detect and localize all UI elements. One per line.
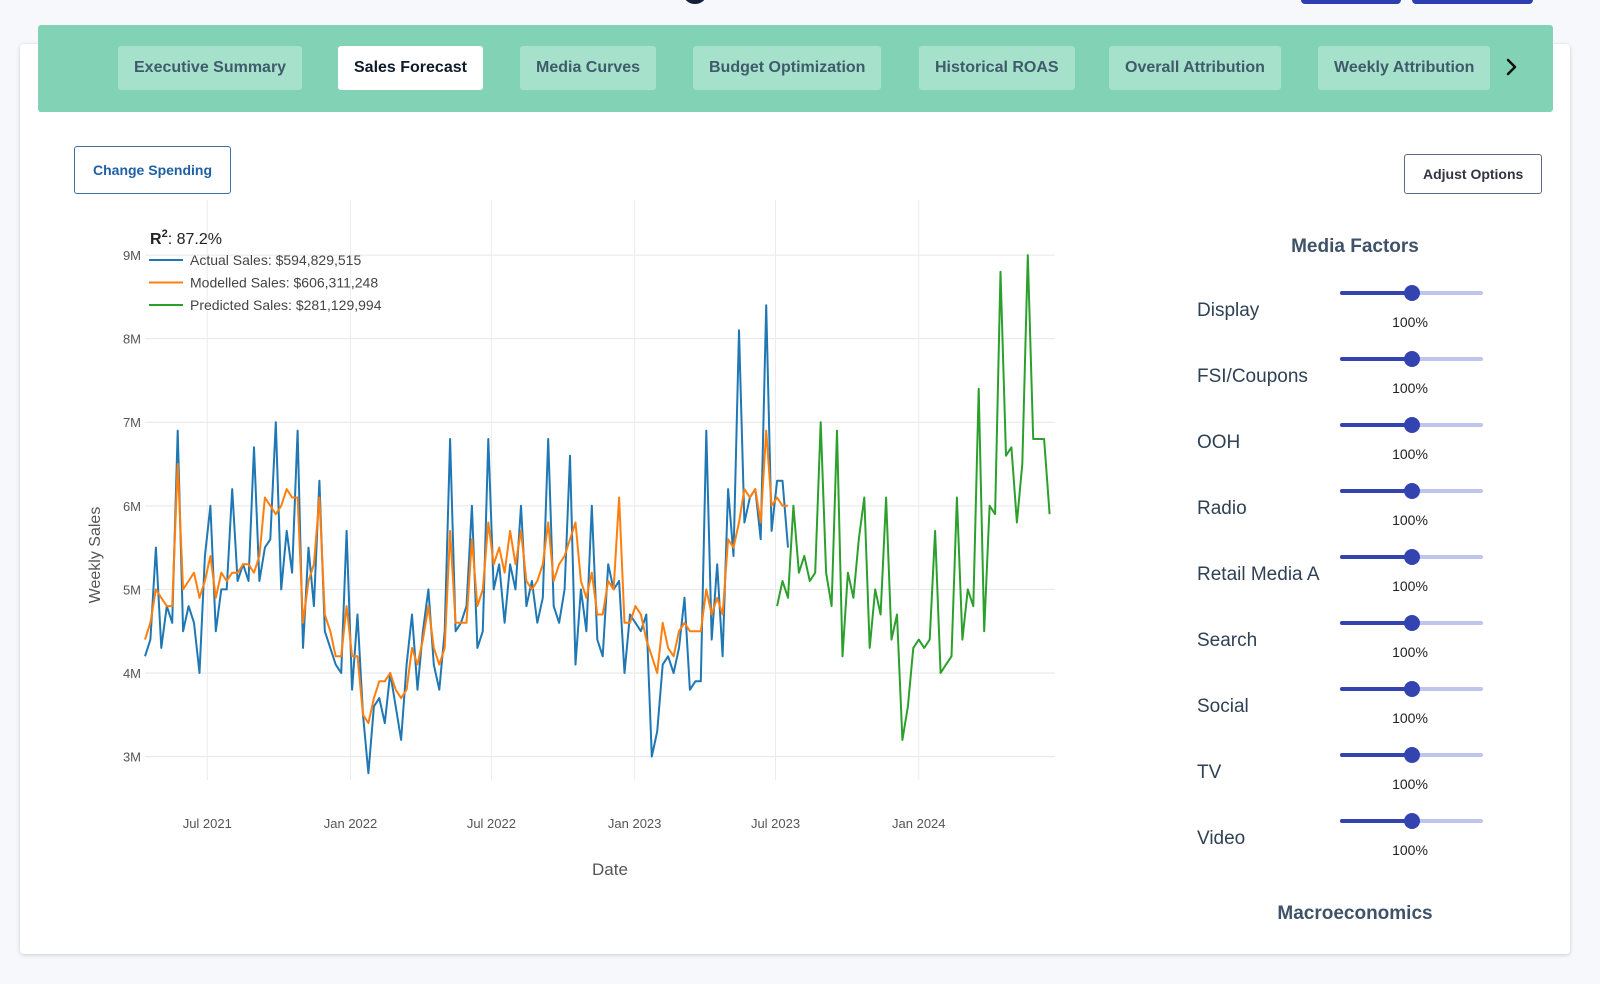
media-factor-slider[interactable] <box>1340 681 1483 697</box>
y-tick-label: 6M <box>123 499 141 514</box>
top-button-2[interactable] <box>1412 0 1533 4</box>
y-axis-ticks: 3M 4M 5M 6M 7M 8M 9M <box>123 248 141 764</box>
change-spending-button[interactable]: Change Spending <box>74 146 231 194</box>
slider-thumb[interactable] <box>1403 417 1420 433</box>
y-axis-title: Weekly Sales <box>87 507 104 604</box>
x-tick-label: Jan 2024 <box>892 816 946 831</box>
media-factor-value: 100% <box>1392 314 1428 330</box>
tab-historical-roas[interactable]: Historical ROAS <box>919 46 1075 90</box>
tab-executive-summary[interactable]: Executive Summary <box>118 46 303 90</box>
page-title-glyph <box>684 0 706 4</box>
media-factor-value: 100% <box>1392 842 1428 858</box>
y-tick-label: 3M <box>123 750 141 765</box>
adjust-options-button[interactable]: Adjust Options <box>1404 154 1543 194</box>
media-factor-label: Social <box>1197 696 1249 717</box>
tab-budget-optimization[interactable]: Budget Optimization <box>693 46 882 90</box>
slider-thumb[interactable] <box>1403 351 1420 367</box>
slider-thumb[interactable] <box>1403 285 1420 301</box>
media-factor-slider[interactable] <box>1340 747 1483 763</box>
media-factor-value: 100% <box>1392 710 1428 726</box>
legend-label[interactable]: Modelled Sales: $606,311,248 <box>190 275 378 291</box>
tab-overall-attribution[interactable]: Overall Attribution <box>1109 46 1281 90</box>
macroeconomics-title: Macroeconomics <box>1277 903 1433 924</box>
series-line-2 <box>776 254 1051 741</box>
y-tick-label: 4M <box>123 666 141 681</box>
x-axis-ticks: Jul 2021 Jan 2022 Jul 2022 Jan 2023 Jul 2023… <box>183 816 946 831</box>
media-factor-slider[interactable] <box>1340 615 1483 631</box>
y-tick-label: 9M <box>123 248 141 263</box>
media-factor-value: 100% <box>1392 776 1428 792</box>
media-factor-value: 100% <box>1392 578 1428 594</box>
slider-fill <box>1340 621 1412 625</box>
slider-thumb[interactable] <box>1403 681 1420 697</box>
media-factor-slider[interactable] <box>1340 813 1483 829</box>
media-factor-label: Search <box>1197 630 1258 651</box>
media-factor-slider[interactable] <box>1340 483 1483 499</box>
slider-fill <box>1340 555 1412 559</box>
media-factor-label: Video <box>1197 828 1246 849</box>
media-factor-value: 100% <box>1392 512 1428 528</box>
legend-entries[interactable]: Actual Sales: $594,829,515 Modelled Sales… <box>149 252 382 313</box>
tab-bar: Executive Summary Sales Forecast Media C… <box>38 25 1553 112</box>
media-factor-slider[interactable] <box>1340 417 1483 433</box>
x-tick-label: Jul 2022 <box>467 816 516 831</box>
chevron-right-icon[interactable] <box>1499 55 1523 79</box>
slider-fill <box>1340 753 1412 757</box>
media-factor-label: OOH <box>1197 432 1241 453</box>
series-line-1 <box>144 429 788 725</box>
slider-thumb[interactable] <box>1403 813 1420 829</box>
r2-annotation: R2: 87.2% <box>150 228 222 248</box>
tab-weekly-attribution[interactable]: Weekly Attribution <box>1318 46 1491 90</box>
media-factors-title: Media Factors <box>1291 236 1419 257</box>
x-tick-label: Jan 2022 <box>324 816 378 831</box>
media-factor-label: FSI/Coupons <box>1197 366 1308 387</box>
media-factor-slider[interactable] <box>1340 351 1483 367</box>
x-axis-title: Date <box>592 860 628 879</box>
y-tick-label: 5M <box>123 582 141 597</box>
media-factor-value: 100% <box>1392 446 1428 462</box>
slider-thumb[interactable] <box>1403 615 1420 631</box>
y-tick-label: 7M <box>123 415 141 430</box>
media-factor-slider[interactable] <box>1340 549 1483 565</box>
slider-fill <box>1340 291 1412 295</box>
media-factor-value: 100% <box>1392 644 1428 660</box>
media-factor-slider[interactable] <box>1340 285 1483 301</box>
x-tick-label: Jul 2021 <box>183 816 232 831</box>
slider-fill <box>1340 357 1412 361</box>
slider-fill <box>1340 819 1412 823</box>
chart-series <box>144 254 1051 775</box>
legend-label[interactable]: Actual Sales: $594,829,515 <box>190 252 361 268</box>
legend-label[interactable]: Predicted Sales: $281,129,994 <box>190 297 382 313</box>
media-factor-label: Display <box>1197 300 1260 321</box>
slider-thumb[interactable] <box>1403 483 1420 499</box>
chart-legend[interactable]: R2: 87.2% Actual Sales: $594,829,515 Mode… <box>149 228 382 313</box>
slider-thumb[interactable] <box>1403 549 1420 565</box>
x-tick-label: Jan 2023 <box>608 816 662 831</box>
media-factor-value: 100% <box>1392 380 1428 396</box>
series-line-0 <box>144 304 789 775</box>
top-button-1[interactable] <box>1301 0 1401 4</box>
tab-media-curves[interactable]: Media Curves <box>520 46 657 90</box>
chart-gridlines <box>145 200 1055 780</box>
tab-sales-forecast[interactable]: Sales Forecast <box>338 46 483 90</box>
slider-fill <box>1340 687 1412 691</box>
media-factor-label: Retail Media A <box>1197 564 1320 585</box>
slider-fill <box>1340 423 1412 427</box>
media-factor-label: Radio <box>1197 498 1247 519</box>
y-tick-label: 8M <box>123 332 141 347</box>
slider-fill <box>1340 489 1412 493</box>
x-tick-label: Jul 2023 <box>751 816 800 831</box>
media-factor-label: TV <box>1197 762 1222 783</box>
slider-thumb[interactable] <box>1403 747 1420 763</box>
tabs-scroll-area: Executive Summary Sales Forecast Media C… <box>118 25 1522 112</box>
